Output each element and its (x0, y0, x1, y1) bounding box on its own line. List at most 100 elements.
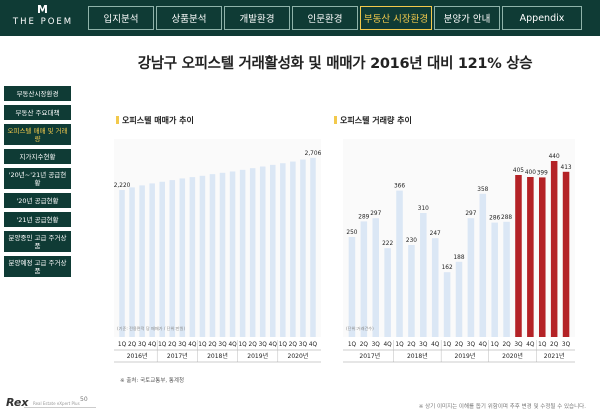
tick-label: 3Q (178, 342, 187, 348)
main-tabs: 입지분석 상품분석 개발환경 인문환경 부동산 시장환경 분양가 안내 Appe… (88, 6, 582, 30)
tick-label: 4Q (526, 342, 535, 348)
bar (149, 183, 155, 337)
sale-price-chart-title-text: 오피스텔 매매가 추이 (122, 116, 194, 125)
tab-demographics[interactable]: 인문환경 (292, 6, 358, 30)
bar (249, 168, 256, 337)
bar (443, 272, 451, 337)
tick-label: 2Q (502, 342, 511, 348)
tick-label: 4Q (479, 342, 488, 348)
tick-label: 2Q (455, 342, 464, 348)
tick-label: 1Q (538, 342, 547, 348)
tick-label: 1Q (491, 342, 500, 348)
year-label: 2020년 (502, 352, 523, 360)
sidebar-item-luxury-upcoming[interactable]: 분양예정 고급 주거상품 (4, 256, 71, 277)
bar (372, 218, 380, 337)
sidebar-item-supply-2020[interactable]: '20년 공급현황 (4, 193, 71, 208)
tab-appendix[interactable]: Appendix (502, 6, 582, 30)
tab-product-analysis[interactable]: 상품분석 (156, 6, 222, 30)
bar (348, 237, 356, 337)
bar (280, 163, 286, 337)
title-marker (116, 116, 119, 124)
data-label: 250 (346, 230, 357, 236)
footer-divider (24, 407, 96, 408)
unit-label: (기준: 전용면적 당 매매가 / 단위:만원) (117, 325, 185, 332)
sidebar-item-land-price-index[interactable]: 지가지수현황 (4, 149, 71, 164)
data-label: 222 (382, 241, 393, 247)
tick-label: 4Q (188, 342, 197, 348)
year-label: 2021년 (544, 352, 565, 360)
bar (503, 221, 510, 337)
sidebar-item-supply-2020-2021[interactable]: '20년~'21년 공급현황 (4, 168, 71, 189)
year-label: 2020년 (288, 352, 309, 360)
sidebar-item-market-environment[interactable]: 부동산시장환경 (4, 86, 71, 101)
tick-label: 1Q (198, 342, 207, 348)
tick-label: 4Q (309, 342, 318, 348)
tick-label: 1Q (158, 342, 167, 348)
tick-label: 1Q (118, 342, 127, 348)
tick-label: 4Q (148, 342, 157, 348)
bar (527, 177, 534, 337)
tab-location-analysis[interactable]: 입지분석 (88, 6, 154, 30)
bar (259, 166, 266, 337)
year-label: 2017년 (167, 352, 188, 360)
bar (229, 171, 236, 337)
data-label: 230 (406, 238, 417, 244)
tick-label: 2Q (168, 342, 177, 348)
tick-label: 4Q (269, 342, 278, 348)
data-label: 162 (442, 265, 453, 271)
tick-label: 3Q (467, 342, 476, 348)
page-number: 50 (80, 396, 88, 403)
bar (290, 161, 296, 337)
data-label: 366 (394, 184, 405, 190)
tick-label: 3Q (372, 342, 381, 348)
tick-label: 3Q (299, 342, 308, 348)
bar (420, 213, 427, 337)
data-label: 405 (513, 168, 524, 174)
data-label: 297 (465, 211, 476, 217)
data-label: 286 (489, 216, 500, 222)
data-label: 247 (430, 231, 441, 237)
sidebar-item-officetel-trades[interactable]: 오피스텔 매매 및 거래량 (4, 124, 71, 145)
tick-label: 3Q (138, 342, 147, 348)
tick-label: 2Q (208, 342, 217, 348)
data-label: 358 (477, 187, 488, 193)
top-navigation-bar: M THE POEM 입지분석 상품분석 개발환경 인문환경 부동산 시장환경 … (0, 0, 600, 36)
data-label: 400 (525, 170, 536, 176)
data-label: 289 (358, 214, 369, 220)
sidebar-item-supply-2021[interactable]: '21년 공급현황 (4, 212, 71, 227)
data-label: 2,706 (305, 151, 322, 157)
bar (515, 175, 522, 337)
sidebar-item-luxury-on-sale[interactable]: 분양중인 고급 주거상품 (4, 231, 71, 252)
tick-label: 2Q (550, 342, 559, 348)
bar (119, 190, 125, 337)
tab-sale-price[interactable]: 분양가 안내 (434, 6, 500, 30)
data-label: 2,220 (114, 183, 131, 189)
bar (129, 187, 135, 337)
bar (384, 248, 391, 337)
tick-label: 2Q (360, 342, 369, 348)
year-label: 2016년 (127, 352, 148, 360)
tick-label: 1Q (395, 342, 404, 348)
bar (455, 261, 463, 337)
disclaimer: ※ 상기 이미지는 이해를 돕기 위함이며 추후 변경 및 수정될 수 있습니다… (418, 404, 586, 410)
bar (159, 181, 165, 337)
sidebar-item-major-policies[interactable]: 부동산 주요대책 (4, 105, 71, 120)
bar (169, 180, 176, 337)
bar (179, 178, 186, 337)
tab-real-estate-market[interactable]: 부동산 시장환경 (360, 6, 432, 30)
bar (139, 185, 145, 337)
bar (239, 169, 246, 337)
tab-development[interactable]: 개발환경 (224, 6, 290, 30)
tick-label: 2Q (407, 342, 416, 348)
year-label: 2019년 (455, 352, 476, 360)
source-note: ※ 출처: 국토교통부, 통계청 (120, 378, 185, 384)
page-title: 강남구 오피스텔 거래활성화 및 매매가 2016년 대비 121% 상승 (137, 56, 533, 72)
tick-label: 3Q (419, 342, 428, 348)
data-label: 413 (561, 165, 572, 171)
title-marker (334, 116, 337, 124)
bar (408, 245, 415, 337)
tick-label: 3Q (514, 342, 523, 348)
bar (396, 190, 403, 337)
brand-logo[interactable]: M THE POEM (6, 3, 80, 33)
